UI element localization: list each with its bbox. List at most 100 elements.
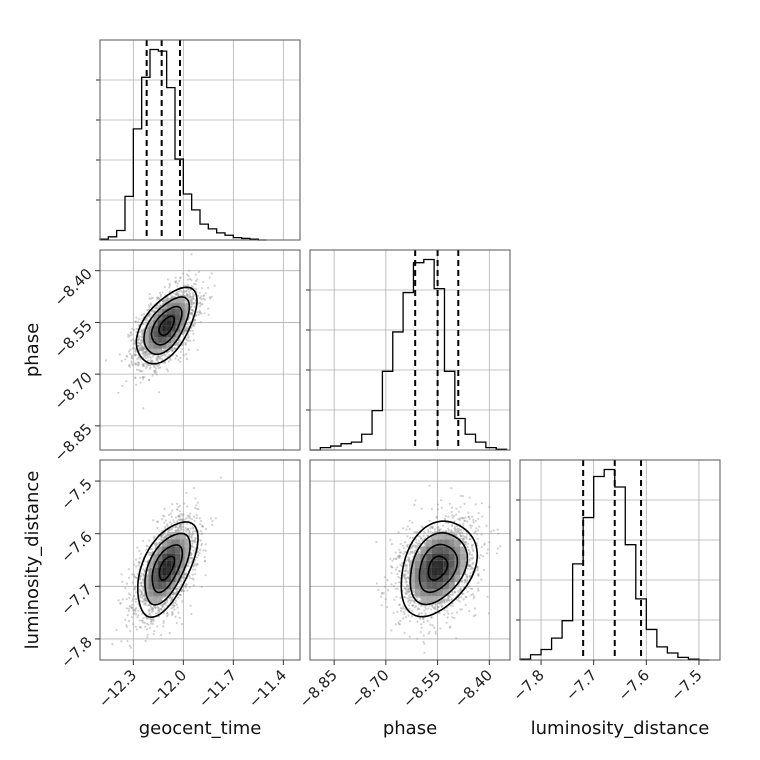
- sample-point: [151, 607, 155, 610]
- sample-point: [164, 519, 168, 522]
- sample-point: [148, 314, 151, 317]
- density-cell: [162, 342, 167, 349]
- sample-point: [188, 562, 191, 565]
- sample-point: [139, 575, 142, 578]
- sample-point: [169, 348, 172, 351]
- sample-point: [173, 347, 176, 351]
- sample-point: [178, 581, 181, 584]
- y-tick-label: −7.8: [57, 633, 95, 671]
- hist-panel-geocent-time: [96, 39, 301, 241]
- sample-point: [150, 552, 153, 555]
- sample-point: [186, 564, 189, 567]
- sample-point: [134, 362, 137, 365]
- sample-point: [134, 625, 137, 628]
- sample-point: [185, 290, 188, 293]
- density-cell: [171, 325, 176, 332]
- sample-point: [173, 292, 177, 295]
- sample-point: [134, 353, 137, 356]
- sample-point: [148, 610, 151, 613]
- sample-point: [139, 358, 142, 361]
- sample-point: [194, 314, 198, 317]
- sample-point: [187, 293, 190, 297]
- sample-point: [158, 610, 161, 613]
- sample-point: [152, 619, 155, 622]
- sample-point: [157, 297, 160, 300]
- sample-point: [193, 282, 196, 285]
- sample-point: [142, 617, 145, 620]
- sample-point: [161, 299, 164, 302]
- sample-point: [141, 347, 144, 350]
- sample-point: [156, 625, 159, 628]
- sample-point: [189, 512, 192, 515]
- sample-point: [168, 297, 171, 300]
- sample-point: [131, 623, 135, 626]
- sample-point: [137, 361, 140, 364]
- sample-point: [169, 512, 173, 515]
- sample-point: [130, 362, 133, 365]
- sample-point: [144, 353, 147, 357]
- sample-point: [141, 330, 145, 333]
- sample-point: [129, 348, 132, 351]
- sample-point: [139, 582, 142, 585]
- sample-point: [163, 299, 166, 302]
- sample-point: [189, 292, 192, 295]
- sample-point: [190, 296, 193, 299]
- sample-point: [156, 612, 159, 615]
- sample-point: [147, 378, 150, 381]
- density-cell: [153, 314, 158, 321]
- sample-point: [148, 613, 151, 616]
- sample-point: [195, 279, 198, 283]
- sample-point: [200, 585, 203, 588]
- sample-point: [190, 278, 193, 282]
- sample-point: [165, 298, 168, 301]
- sample-point: [168, 534, 171, 537]
- sample-point: [203, 556, 206, 559]
- density-cell: [180, 320, 185, 326]
- sample-point: [179, 294, 182, 297]
- sample-point: [149, 617, 152, 621]
- x-tick-label: −7.8: [509, 666, 547, 704]
- sample-point: [185, 573, 188, 576]
- density-cell: [148, 320, 154, 326]
- sample-point: [152, 310, 155, 313]
- sample-point: [182, 586, 185, 589]
- sample-point: [173, 608, 176, 611]
- sample-point: [145, 599, 148, 602]
- sample-point: [131, 603, 134, 607]
- sample-point: [198, 552, 201, 555]
- x-tick-label: −12.3: [95, 666, 140, 711]
- sample-point: [124, 358, 127, 361]
- sample-point: [200, 298, 203, 301]
- density-cell: [184, 539, 190, 547]
- sample-point: [155, 541, 159, 544]
- sample-point: [183, 518, 186, 521]
- sample-point: [132, 612, 135, 616]
- sample-point: [130, 355, 133, 358]
- contour-level-3: [135, 286, 198, 365]
- sample-point: [142, 577, 145, 580]
- panel-frame: [99, 39, 301, 241]
- sample-point: [131, 347, 134, 350]
- sample-point: [192, 301, 195, 304]
- sample-point: [129, 629, 132, 633]
- sample-point: [143, 375, 146, 379]
- sample-point: [181, 600, 184, 603]
- sample-point: [145, 322, 148, 325]
- sample-point: [188, 277, 192, 280]
- sample-point: [182, 575, 185, 578]
- sample-point: [175, 341, 178, 345]
- sample-point: [195, 314, 198, 317]
- sample-point: [157, 538, 161, 541]
- sample-point: [125, 598, 128, 601]
- sample-point: [455, 507, 458, 510]
- sample-point: [163, 521, 166, 524]
- sample-point: [192, 310, 195, 313]
- sample-point: [194, 537, 197, 540]
- sample-point: [161, 603, 164, 606]
- sample-point: [197, 270, 201, 273]
- sample-point: [137, 342, 140, 345]
- sample-point: [138, 557, 141, 560]
- sample-point: [190, 298, 193, 301]
- sample-point: [190, 312, 193, 315]
- sample-point: [192, 339, 195, 342]
